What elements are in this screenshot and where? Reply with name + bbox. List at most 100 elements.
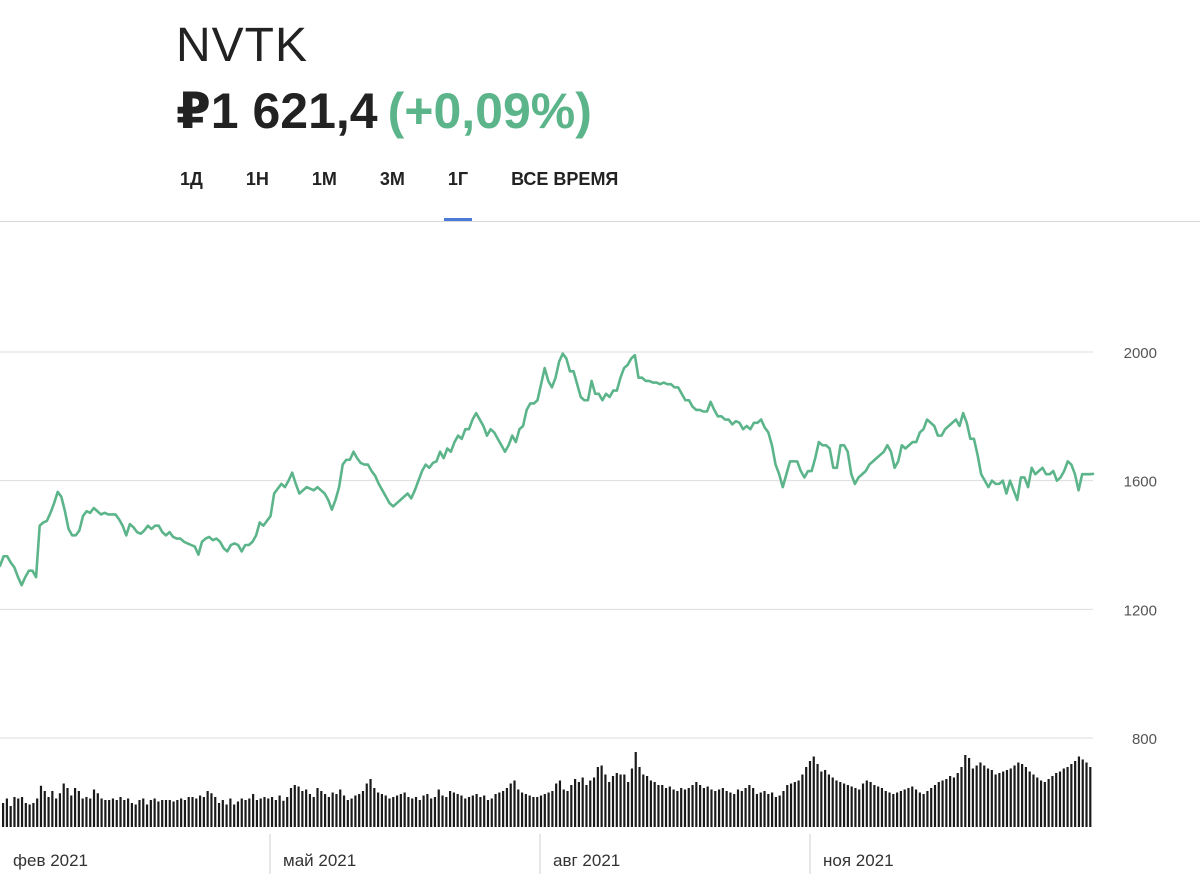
volume-bar — [611, 776, 615, 827]
volume-bar — [331, 792, 334, 827]
volume-bar — [1032, 774, 1035, 827]
tab-1y[interactable]: 1Г — [443, 166, 473, 222]
volume-bar — [539, 795, 543, 827]
volume-bar — [952, 777, 956, 827]
volume-bar — [244, 800, 247, 827]
volume-bar — [214, 797, 217, 827]
volume-bar — [676, 791, 679, 827]
volume-bar — [441, 795, 444, 827]
volume-bar — [282, 800, 285, 827]
tab-1m[interactable]: 1М — [311, 169, 337, 189]
volume-bar — [623, 774, 626, 827]
volume-bar — [297, 786, 300, 827]
volume-bar — [842, 783, 846, 827]
volume-bar — [449, 791, 452, 827]
volume-bar — [81, 798, 84, 827]
volume-bar — [975, 765, 978, 827]
volume-bar — [574, 779, 577, 827]
volume-bar — [490, 798, 493, 827]
volume-bar — [801, 774, 804, 827]
volume-bar — [289, 788, 293, 827]
volume-bar — [782, 791, 785, 827]
volume-bar — [585, 785, 588, 827]
tab-3m[interactable]: 3М — [379, 169, 405, 189]
volume-bar — [763, 791, 766, 827]
volume-bar — [797, 780, 800, 827]
volume-bar — [263, 797, 266, 827]
volume-bar — [983, 765, 986, 827]
volume-bar — [301, 791, 304, 827]
volume-bar — [858, 789, 861, 827]
volume-bar — [865, 780, 868, 827]
volume-bar — [1089, 767, 1092, 827]
volume-bar — [55, 798, 58, 827]
volume-bar — [774, 797, 777, 827]
price-chart[interactable]: 2000 1600 1200 800 фев 2021 май 2021 авг 2021 н… — [0, 222, 1200, 879]
volume-bar — [509, 783, 512, 827]
volume-bar — [414, 797, 418, 827]
volume-bar — [308, 794, 312, 827]
volume-bar — [517, 789, 520, 827]
volume-bar — [748, 785, 751, 827]
volume-bar — [380, 794, 384, 827]
volume-bar — [1009, 768, 1012, 827]
volume-bar — [827, 774, 831, 827]
tabs-divider — [0, 221, 1200, 222]
volume-bar — [149, 800, 152, 827]
volume-bar — [225, 804, 228, 827]
volume-bar — [327, 797, 330, 827]
volume-bar — [884, 791, 887, 827]
volume-bar — [172, 801, 175, 827]
tab-1w[interactable]: 1Н — [245, 169, 269, 189]
volume-bar — [755, 794, 759, 827]
volume-bar — [43, 791, 46, 827]
tab-all-time[interactable]: ВСЕ ВРЕМЯ — [511, 169, 619, 189]
volume-bar — [286, 797, 289, 827]
volume-bar — [967, 758, 971, 827]
volume-bar — [873, 785, 876, 827]
volume-bar — [930, 788, 933, 827]
volume-bar — [729, 792, 732, 827]
volume-bar — [672, 789, 675, 827]
volume-bar — [51, 791, 54, 827]
volume-bar — [899, 791, 902, 827]
tab-1d[interactable]: 1Д — [180, 169, 203, 189]
volume-bar — [699, 785, 702, 827]
volume-bar — [100, 798, 103, 827]
volume-bar — [744, 788, 747, 827]
volume-bar — [342, 795, 346, 827]
volume-bar — [377, 792, 380, 827]
volume-bar — [608, 782, 611, 827]
volume-bar — [695, 782, 698, 827]
volume-bar — [433, 797, 437, 827]
volume-bar — [115, 800, 118, 827]
volume-bar — [361, 791, 365, 827]
volume-bar — [941, 780, 944, 827]
volume-bar — [130, 803, 133, 827]
volume-bar — [365, 783, 368, 827]
volume-bar — [638, 767, 641, 827]
volume-bar — [706, 786, 709, 827]
volume-bar — [733, 794, 736, 827]
volume-bar — [627, 782, 630, 827]
volume-bar — [248, 798, 251, 827]
price-change: (+0,09%) — [387, 83, 592, 139]
volume-bar — [198, 795, 202, 827]
volume-bar — [73, 788, 77, 827]
volume-bar — [630, 768, 634, 827]
volume-bar — [589, 780, 592, 827]
volume-bar — [411, 798, 414, 827]
volume-bar — [725, 791, 728, 827]
volume-bar — [180, 798, 183, 827]
volume-bar — [85, 797, 88, 827]
volume-bar — [346, 800, 349, 827]
volume-bar — [452, 792, 455, 827]
volume-bar — [384, 795, 387, 827]
volume-bar — [914, 789, 918, 827]
volume-bar — [358, 794, 361, 827]
volume-bar — [407, 797, 410, 827]
volume-bar — [793, 782, 796, 827]
volume-bar — [28, 804, 31, 827]
y-tick-label: 1200 — [1124, 602, 1157, 619]
volume-bar — [892, 794, 895, 827]
